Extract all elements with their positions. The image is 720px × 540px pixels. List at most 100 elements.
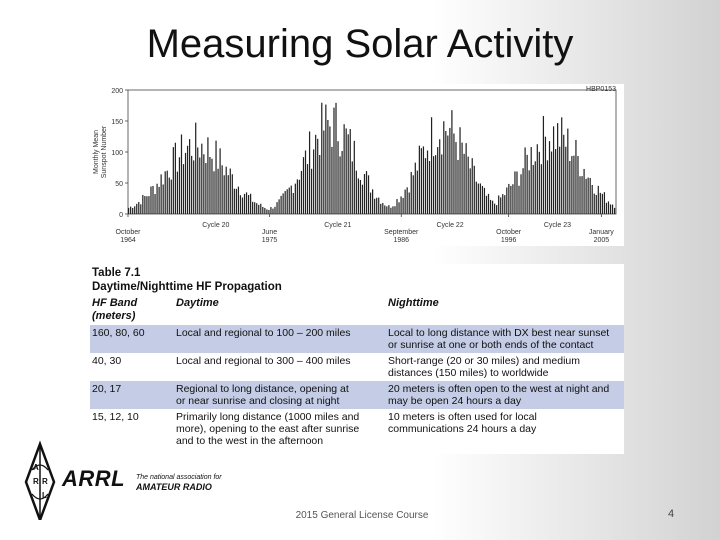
table-header-row: HF Band (meters) Daytime Nighttime xyxy=(90,296,624,325)
sunspot-bar xyxy=(363,174,366,214)
sunspot-bar xyxy=(294,183,296,214)
sunspot-bar xyxy=(542,116,545,214)
sunspot-bar xyxy=(585,178,587,214)
cycle-label: Cycle 22 xyxy=(436,222,463,229)
sunspot-bar xyxy=(388,205,390,214)
y-axis-label-line1: Monthly Mean xyxy=(93,130,100,174)
sunspot-bar xyxy=(266,209,268,214)
sunspot-bar xyxy=(233,188,235,214)
band-cell: 160, 80, 60 xyxy=(92,327,145,339)
cell-line: Regional to long distance, opening at xyxy=(176,383,349,395)
y-tick-label: 50 xyxy=(115,181,123,188)
sunspot-bar xyxy=(414,162,416,214)
sunspot-bar xyxy=(532,164,534,214)
sunspot-bar xyxy=(211,158,213,214)
sunspot-bar xyxy=(130,206,132,214)
x-tick-label-line1: September xyxy=(384,229,419,236)
band-cell: 20, 17 xyxy=(92,383,122,395)
sunspot-bar xyxy=(443,121,445,214)
sunspot-bar xyxy=(262,206,264,214)
sunspot-bar xyxy=(191,155,193,214)
band-cell: 15, 12, 10 xyxy=(92,411,139,423)
cell-line: 10 meters is often used for local xyxy=(388,411,537,423)
sunspot-bar xyxy=(435,155,437,214)
sunspot-bar xyxy=(544,136,547,214)
sunspot-bar xyxy=(491,200,494,214)
sunspot-bar xyxy=(227,175,229,214)
sunspot-bar xyxy=(359,179,362,214)
sunspot-bar xyxy=(215,140,217,214)
sunspot-bar xyxy=(416,170,418,214)
sunspot-bar xyxy=(327,120,329,214)
sunspot-bar xyxy=(241,197,244,214)
sunspot-bar xyxy=(292,192,294,214)
sunspot-bar xyxy=(296,179,298,214)
sunspot-bar xyxy=(142,195,144,214)
sunspot-bar xyxy=(343,124,345,214)
sunspot-bar xyxy=(552,126,555,214)
table-subtitle: Daytime/Nighttime HF Propagation xyxy=(92,281,282,293)
sunspot-bar xyxy=(302,157,305,214)
sunspot-bar xyxy=(498,195,500,214)
sunspot-bar xyxy=(412,175,414,214)
y-tick-label: 100 xyxy=(111,150,123,157)
sunspot-bar xyxy=(410,171,412,214)
x-tick-label-line2: 2005 xyxy=(594,237,610,244)
sunspot-bar xyxy=(290,185,292,214)
sunspot-bar xyxy=(487,193,490,214)
sunspot-bar xyxy=(514,171,516,214)
sunspot-bar xyxy=(447,135,449,214)
sunspot-bar xyxy=(353,140,355,214)
nighttime-cell: 10 meters is often used for local communi… xyxy=(386,409,624,449)
sunspot-bar xyxy=(422,146,425,214)
sunspot-bar xyxy=(479,183,481,214)
cycle-label: Cycle 23 xyxy=(544,222,571,229)
sunspot-bar xyxy=(518,185,520,214)
y-tick-label: 200 xyxy=(111,88,123,95)
sunspot-bar xyxy=(451,110,453,214)
sunspot-bar xyxy=(339,156,341,214)
sunspot-bar xyxy=(345,128,347,214)
sunspot-bar xyxy=(306,164,309,214)
sunspot-bar xyxy=(274,206,276,214)
sunspot-bar xyxy=(160,174,162,214)
figure-id: HBP0153 xyxy=(586,86,616,93)
sunspot-bar xyxy=(548,141,551,214)
cycle-label: Cycle 20 xyxy=(202,222,229,229)
sunspot-bar xyxy=(437,147,439,214)
sunspot-bar xyxy=(485,195,488,214)
cell-line: more), opening to the east after sunrise xyxy=(176,423,360,435)
sunspot-bar xyxy=(272,208,274,214)
sunspot-bar xyxy=(355,170,357,214)
sunspot-bar xyxy=(512,184,514,214)
sunspot-bar xyxy=(609,204,612,214)
sunspot-bar xyxy=(392,206,394,214)
sunspot-bar xyxy=(235,188,237,214)
sunspot-bar xyxy=(199,157,201,214)
sunspot-bar xyxy=(347,134,349,214)
logo-arrl-text: ARRL xyxy=(62,466,126,491)
table-row: 20, 17 Regional to long distance, opening… xyxy=(90,381,624,409)
sunspot-bar xyxy=(341,151,343,214)
sunspot-bar xyxy=(221,165,223,214)
sunspot-bar xyxy=(170,179,172,214)
cell-line: Short-range (20 or 30 miles) and medium xyxy=(388,355,581,367)
logo-tagline-1: The national association for xyxy=(136,474,222,481)
sunspot-bar xyxy=(605,202,608,214)
sunspot-bar xyxy=(473,165,475,214)
slide-title: Measuring Solar Activity xyxy=(146,22,574,66)
sunspot-bar xyxy=(565,146,567,214)
sunspot-bar xyxy=(128,207,130,214)
sunspot-bar xyxy=(146,196,148,214)
x-tick-label-line1: January xyxy=(589,229,614,236)
band-cell: 40, 30 xyxy=(92,355,122,367)
sunspot-bar xyxy=(396,199,398,214)
sunspot-bar xyxy=(557,123,559,214)
sunspot-bar xyxy=(148,196,150,214)
sunspot-bar xyxy=(203,154,205,214)
sunspot-bar xyxy=(581,176,583,214)
cell-line: or sunrise at one or both ends of the co… xyxy=(388,339,594,351)
sunspot-bar xyxy=(166,170,168,214)
sunspot-bar xyxy=(282,193,284,214)
sunspot-bar xyxy=(428,160,431,214)
